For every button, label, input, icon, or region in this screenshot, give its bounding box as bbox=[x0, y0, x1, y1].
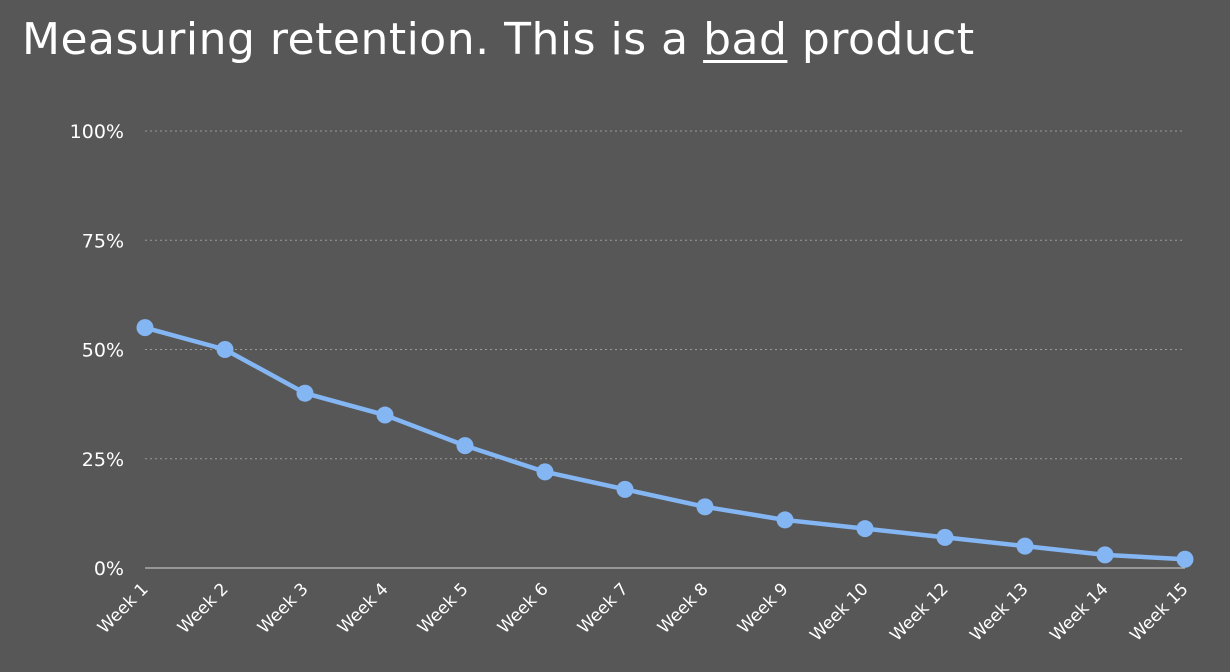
x-tick-label-3: Week 3 bbox=[254, 579, 313, 638]
x-tick-label-7: Week 7 bbox=[574, 579, 633, 638]
y-tick-label-50: 50% bbox=[82, 340, 124, 362]
x-tick-label-4: Week 4 bbox=[334, 579, 393, 638]
y-tick-label-100: 100% bbox=[70, 121, 124, 143]
x-tick-label-14: Week 15 bbox=[1126, 579, 1192, 645]
series-line-layer bbox=[142, 325, 1188, 562]
data-point-10 bbox=[856, 520, 874, 538]
data-point-9 bbox=[776, 511, 794, 529]
x-tick-label-12: Week 13 bbox=[966, 579, 1032, 645]
x-axis-tick-labels: Week 1 Week 2 Week 3 Week 4 Week 5 Week 6 Week… bbox=[94, 579, 1193, 645]
y-tick-label-0: 0% bbox=[94, 558, 124, 580]
gridlines bbox=[145, 130, 1185, 569]
x-tick-label-2: Week 2 bbox=[174, 579, 233, 638]
x-tick-label-9: Week 9 bbox=[734, 579, 793, 638]
data-point-11 bbox=[936, 528, 954, 546]
x-tick-label-13: Week 14 bbox=[1046, 579, 1112, 645]
series-line bbox=[142, 325, 1188, 562]
title-text-before: Measuring retention. This is a bbox=[22, 14, 704, 65]
data-point-8 bbox=[696, 498, 714, 516]
data-point-6 bbox=[536, 463, 554, 481]
y-tick-label-75: 75% bbox=[82, 230, 124, 252]
data-point-12 bbox=[1016, 537, 1034, 555]
x-tick-label-6: Week 6 bbox=[494, 579, 553, 638]
x-tick-label-11: Week 12 bbox=[886, 579, 952, 645]
data-point-14 bbox=[1176, 550, 1194, 568]
data-point-7 bbox=[616, 480, 634, 498]
data-point-3 bbox=[296, 384, 314, 402]
y-tick-label-25: 25% bbox=[82, 449, 124, 471]
slide-title: Measuring retention. This is a bad produ… bbox=[22, 14, 975, 65]
title-text-after: product bbox=[787, 14, 975, 65]
y-axis-tick-labels: 0% 25% 50% 75% 100% bbox=[70, 121, 124, 580]
series-points bbox=[136, 319, 1194, 568]
data-point-5 bbox=[456, 437, 474, 455]
x-tick-label-1: Week 1 bbox=[94, 579, 153, 638]
data-point-2 bbox=[216, 341, 234, 358]
data-point-13 bbox=[1096, 546, 1114, 564]
x-tick-label-10: Week 10 bbox=[806, 579, 872, 645]
title-emphasis: bad bbox=[703, 14, 788, 65]
data-point-1 bbox=[136, 319, 154, 337]
x-tick-label-5: Week 5 bbox=[414, 579, 473, 638]
data-point-4 bbox=[376, 406, 394, 424]
x-tick-label-8: Week 8 bbox=[654, 579, 713, 638]
